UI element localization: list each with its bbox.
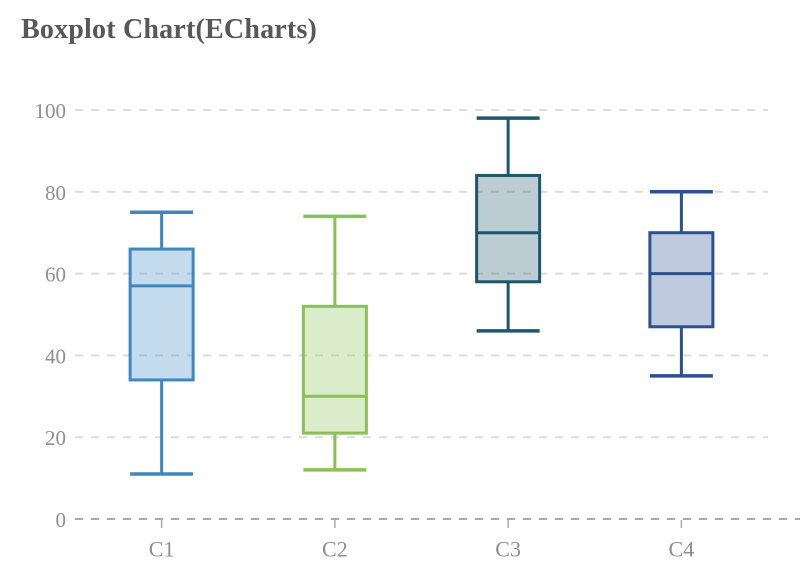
y-axis-tick-label: 40 — [45, 344, 66, 368]
chart-title: Boxplot Chart(ECharts) — [21, 14, 318, 45]
boxplot-item-c1[interactable] — [128, 210, 195, 476]
x-axis-label-C3: C3 — [495, 537, 521, 562]
box-iqr — [475, 173, 542, 284]
y-axis-tick-label: 100 — [35, 99, 67, 123]
y-axis-tick-label: 60 — [45, 263, 66, 287]
x-axis-label-C4: C4 — [669, 537, 695, 562]
boxplot-item-c4[interactable] — [648, 190, 715, 378]
box-iqr — [128, 247, 195, 382]
y-axis-tick-label: 0 — [56, 508, 67, 532]
y-axis-tick-label: 80 — [45, 181, 66, 205]
y-axis-tick-label: 20 — [45, 426, 66, 450]
box-iqr — [648, 231, 715, 329]
x-axis-label-C2: C2 — [322, 537, 348, 562]
box-iqr — [301, 304, 368, 435]
x-axis-label-C1: C1 — [149, 537, 175, 562]
boxplot-item-c2[interactable] — [301, 214, 368, 472]
boxplot-item-c3[interactable] — [475, 116, 542, 333]
